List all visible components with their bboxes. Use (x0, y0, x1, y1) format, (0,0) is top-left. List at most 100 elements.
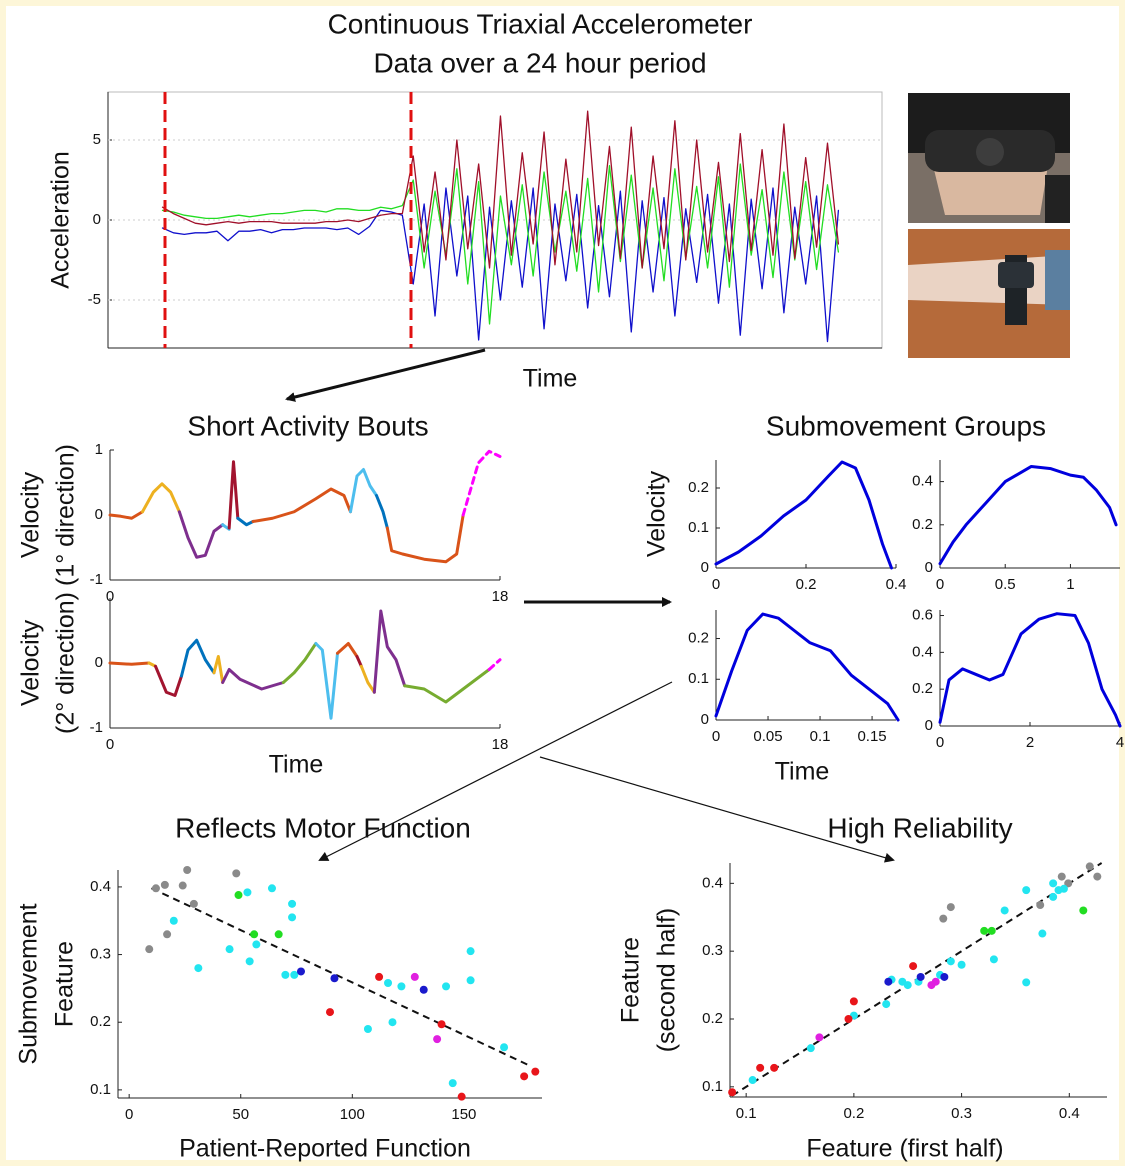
y-tick-label: 0.1 (688, 519, 709, 536)
point (183, 866, 192, 874)
point (410, 972, 419, 981)
point (1049, 879, 1058, 888)
line (154, 664, 183, 697)
y-tick-label: 0 (95, 506, 103, 523)
point (1036, 901, 1045, 910)
x-tick-label: 0.2 (843, 1105, 864, 1122)
point (500, 1043, 509, 1052)
line (385, 513, 465, 564)
y-tick-label: 0 (701, 711, 709, 728)
point (252, 940, 261, 949)
x-tick-label: 0 (936, 576, 944, 593)
x-axis-label: Time (775, 758, 830, 786)
point (169, 916, 178, 925)
point (151, 884, 160, 893)
y-axis-label: (second half) (653, 908, 681, 1053)
x-axis-label: Time (523, 365, 578, 393)
point (245, 957, 254, 966)
point (882, 1000, 891, 1009)
x-tick-label: 4 (1116, 734, 1124, 751)
line (236, 516, 255, 527)
chart-title: Submovement Groups (766, 410, 1046, 441)
x-tick-label: 0 (936, 734, 944, 751)
line (336, 642, 359, 658)
x-tick-label: 0.3 (951, 1105, 972, 1122)
point (884, 977, 893, 986)
y-tick-label: 0 (701, 559, 709, 576)
x-tick-label: 0.4 (1059, 1105, 1080, 1122)
point (1049, 892, 1058, 901)
line (212, 655, 225, 684)
y-tick-label: 1 (95, 441, 103, 458)
x-tick-label: 0.2 (796, 576, 817, 593)
point (946, 957, 955, 966)
line (251, 487, 352, 523)
x-axis-label: Feature (first half) (806, 1135, 1003, 1163)
line (221, 668, 285, 691)
x-tick-label: 0.05 (753, 728, 782, 745)
x-tick-label: 0.1 (736, 1105, 757, 1122)
y-tick-label: 0.2 (912, 680, 933, 697)
y-tick-label: 0 (93, 211, 101, 228)
x-axis-label: Patient-Reported Function (179, 1135, 471, 1163)
point (267, 884, 276, 893)
point (1022, 978, 1031, 987)
x-tick-label: 0 (712, 576, 720, 593)
x-tick-label: 150 (451, 1106, 476, 1123)
photo-ankle (908, 93, 1070, 223)
point (748, 1076, 757, 1085)
point (288, 913, 297, 922)
line (487, 658, 502, 671)
y-tick-label: 0.2 (688, 479, 709, 496)
line (180, 638, 216, 678)
point (388, 1018, 397, 1027)
y-tick-label: -1 (90, 719, 103, 736)
chart-title: Short Activity Bouts (187, 410, 428, 441)
x-tick-label: 0.15 (857, 728, 886, 745)
line (227, 460, 240, 530)
point (288, 899, 297, 908)
point (457, 1092, 466, 1101)
line (141, 482, 181, 514)
y-tick-label: 0 (925, 717, 933, 734)
point (1059, 884, 1068, 893)
y-tick-label: 0.1 (688, 670, 709, 687)
point (397, 982, 406, 991)
x-tick-label: 0 (125, 1106, 133, 1123)
line (314, 642, 339, 720)
point (815, 1033, 824, 1042)
point (178, 881, 187, 890)
line (349, 468, 378, 514)
y-tick-label: 0.3 (702, 942, 723, 959)
line (403, 668, 491, 704)
y-tick-label: 0.4 (702, 874, 723, 891)
point (957, 960, 966, 969)
point (375, 972, 384, 981)
point (849, 997, 858, 1006)
point (466, 976, 475, 985)
point (1079, 906, 1088, 915)
point (728, 1088, 737, 1097)
point (1038, 929, 1047, 938)
y-tick-label: 0.2 (688, 629, 709, 646)
point (903, 981, 912, 990)
chart-title: Reflects Motor Function (175, 812, 471, 843)
point (1085, 862, 1094, 871)
y-axis-label: Feature (51, 941, 79, 1027)
line (375, 494, 389, 530)
x-tick-label: 0.1 (810, 728, 831, 745)
point (931, 977, 940, 986)
line (372, 609, 407, 694)
point (980, 926, 989, 935)
x-tick-label: 18 (492, 588, 509, 605)
point (384, 978, 393, 987)
x-tick-label: 0.4 (886, 576, 907, 593)
line (108, 510, 144, 520)
point (940, 972, 949, 981)
point (296, 967, 305, 976)
point (326, 1008, 334, 1017)
y-axis-label: Submovement (15, 903, 43, 1064)
point (1000, 906, 1009, 915)
